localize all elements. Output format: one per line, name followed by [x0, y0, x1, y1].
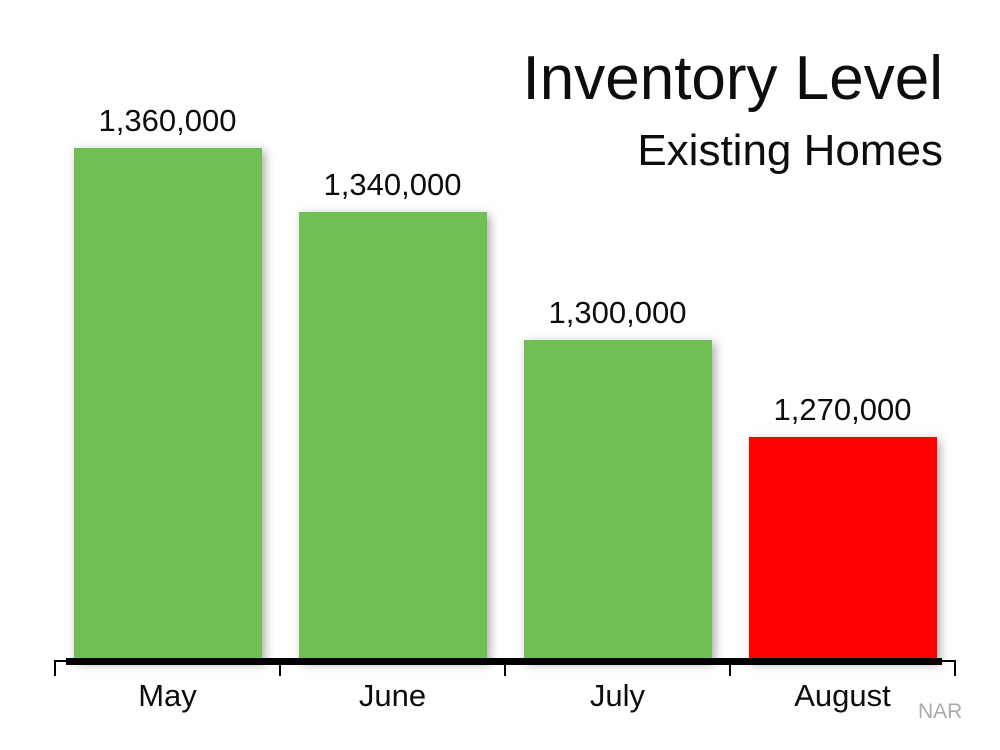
- category-label-june: June: [358, 678, 427, 713]
- x-axis-tick: [54, 660, 56, 676]
- category-label-july: July: [589, 678, 646, 713]
- x-axis-tick: [279, 660, 281, 676]
- chart-title: Inventory Level: [522, 44, 943, 113]
- chart-subtitle: Existing Homes: [637, 126, 943, 175]
- category-label-may: May: [138, 678, 197, 713]
- value-label-august: 1,270,000: [773, 391, 912, 427]
- x-axis-tick: [729, 660, 731, 676]
- value-label-july: 1,300,000: [548, 295, 687, 331]
- source-watermark: NAR: [918, 700, 963, 723]
- x-axis-tick: [954, 660, 956, 676]
- category-label-august: August: [794, 678, 891, 713]
- bar-june: [298, 212, 487, 661]
- bar-july: [523, 340, 712, 661]
- bar-august: [748, 436, 937, 661]
- value-label-may: 1,360,000: [98, 103, 237, 139]
- chart-title-block: Inventory Level Existing Homes: [523, 44, 943, 178]
- value-label-june: 1,340,000: [323, 167, 462, 203]
- x-axis-tick: [504, 660, 506, 676]
- bar-may: [73, 148, 262, 661]
